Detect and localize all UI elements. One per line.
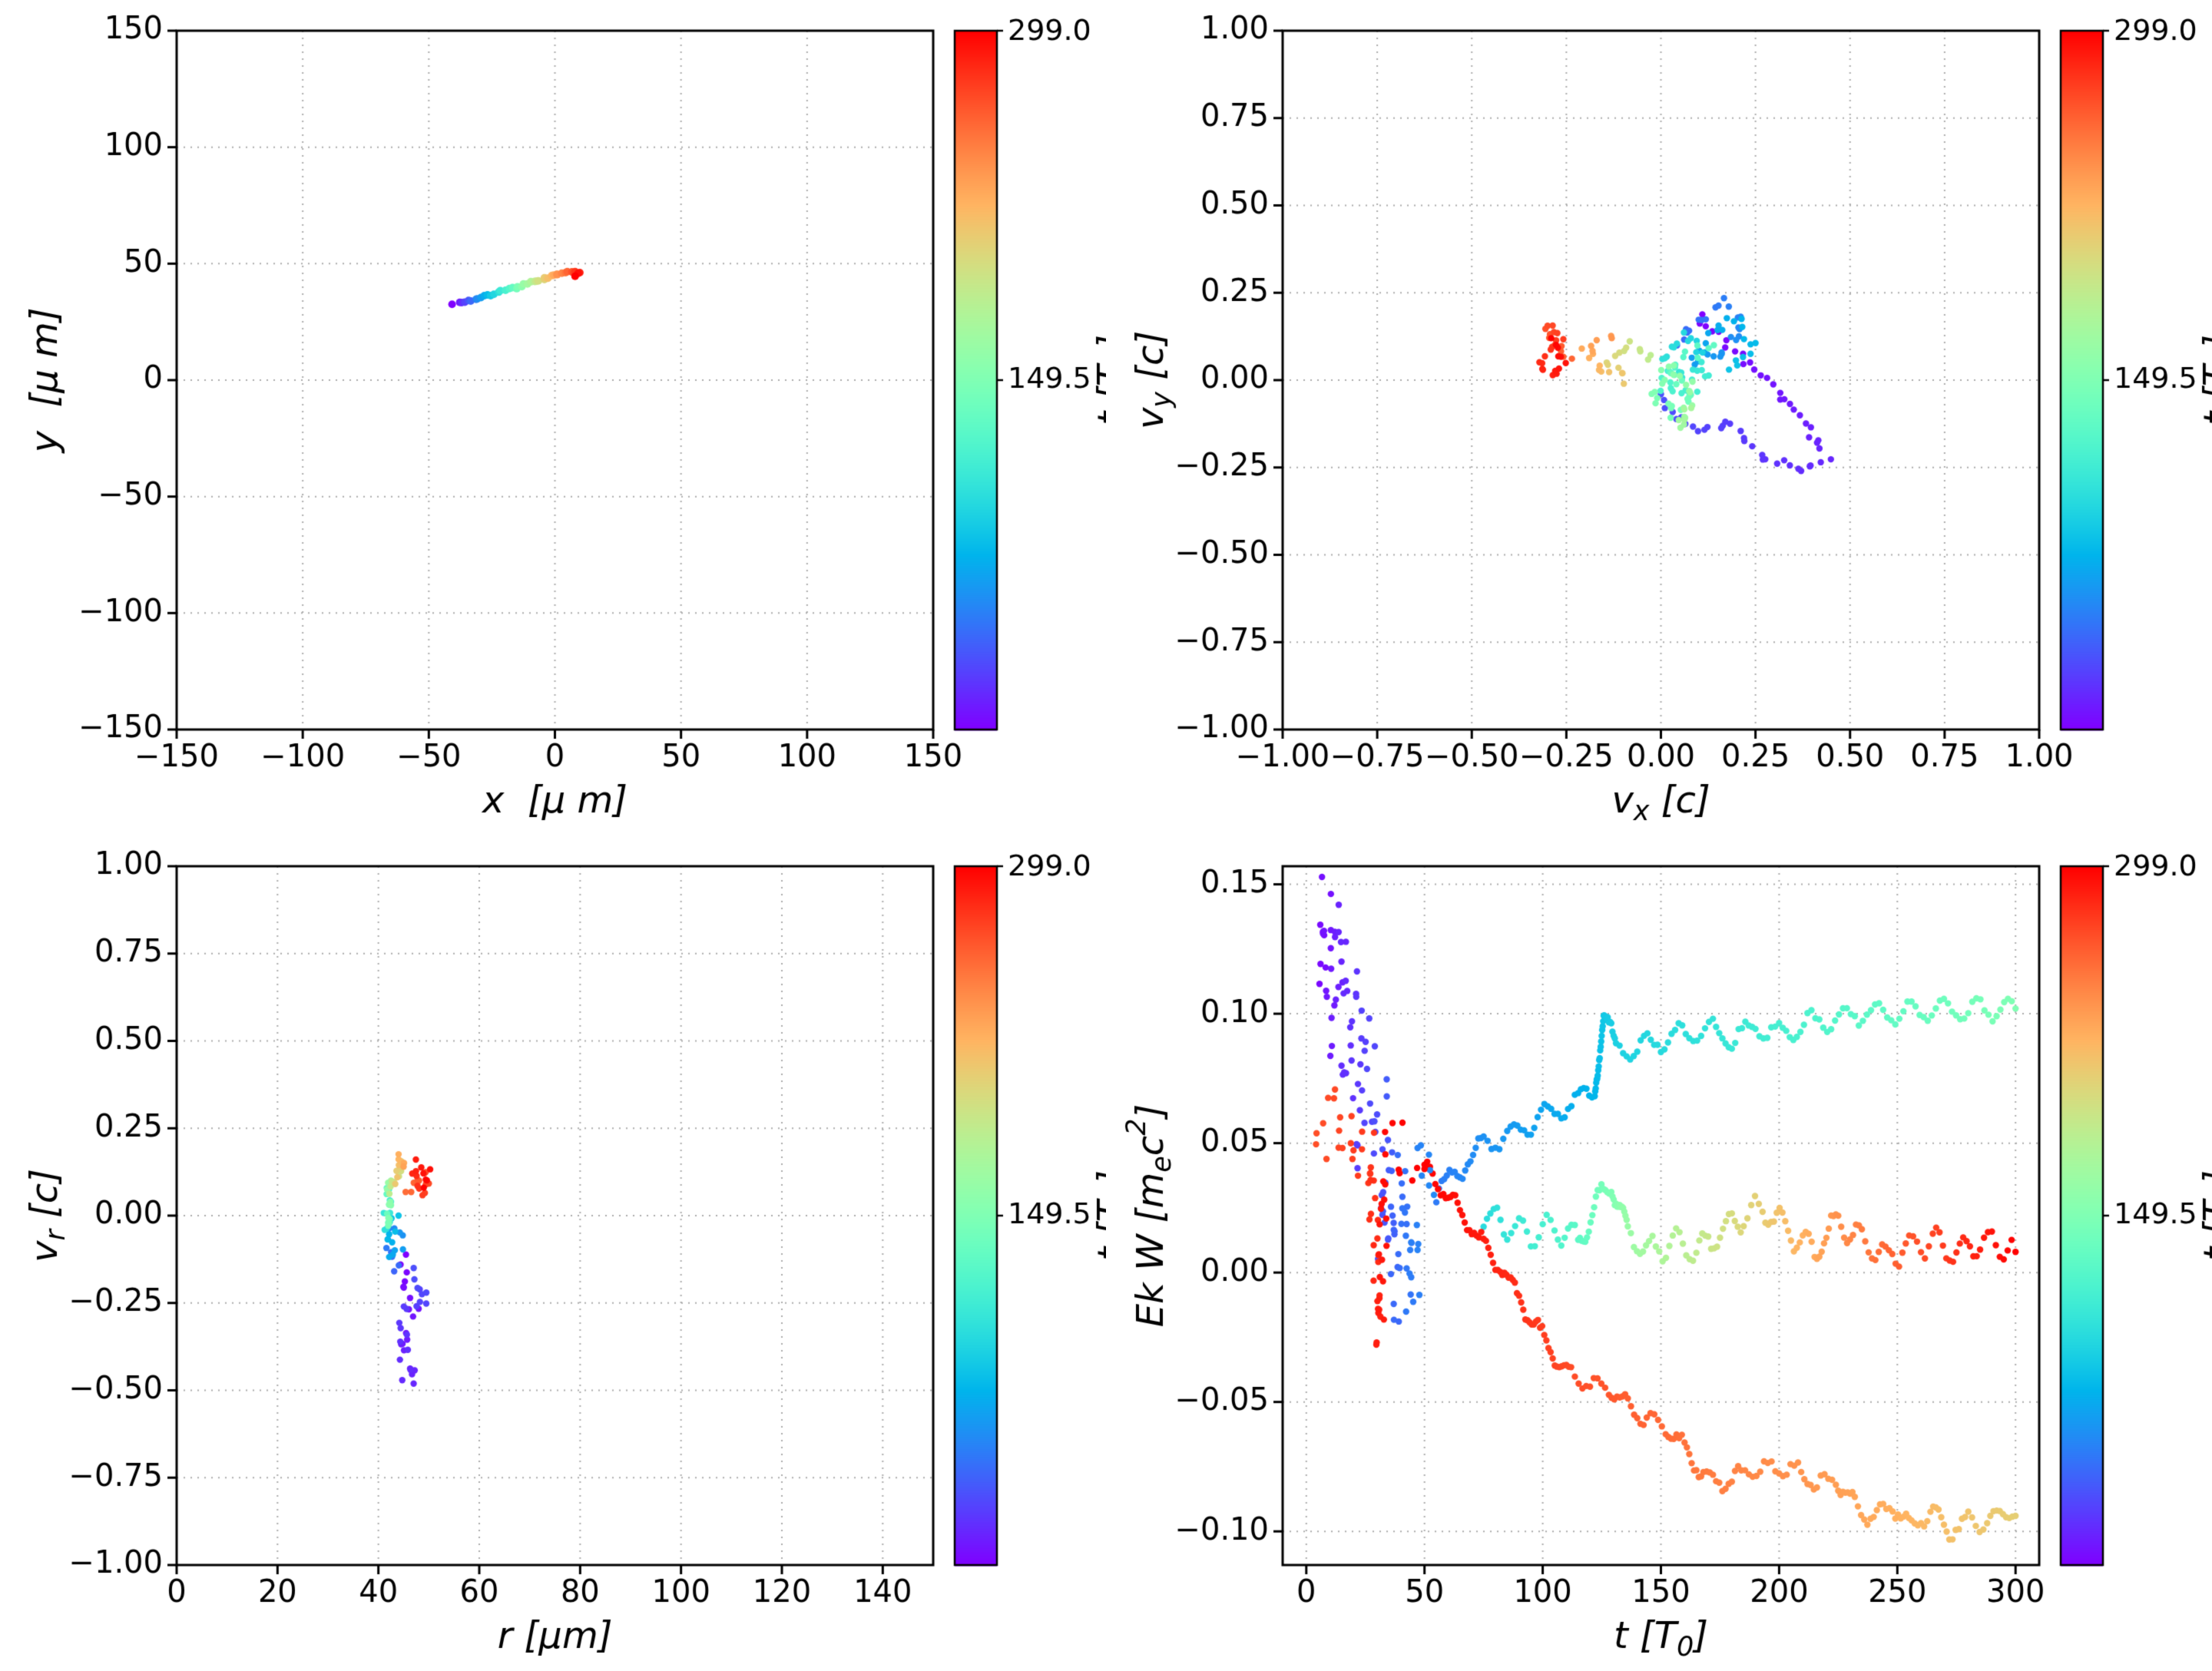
vxvy-plot-canvas [1106,0,2212,836]
xy-plot-canvas [0,0,1106,836]
subplot-vxvy [1106,0,2212,836]
subplot-rvr [0,836,1106,1671]
subplot-energy-time [1106,836,2212,1671]
rvr-plot-canvas [0,836,1106,1671]
subplot-xy [0,0,1106,836]
energy-time-plot-canvas [1106,836,2212,1671]
